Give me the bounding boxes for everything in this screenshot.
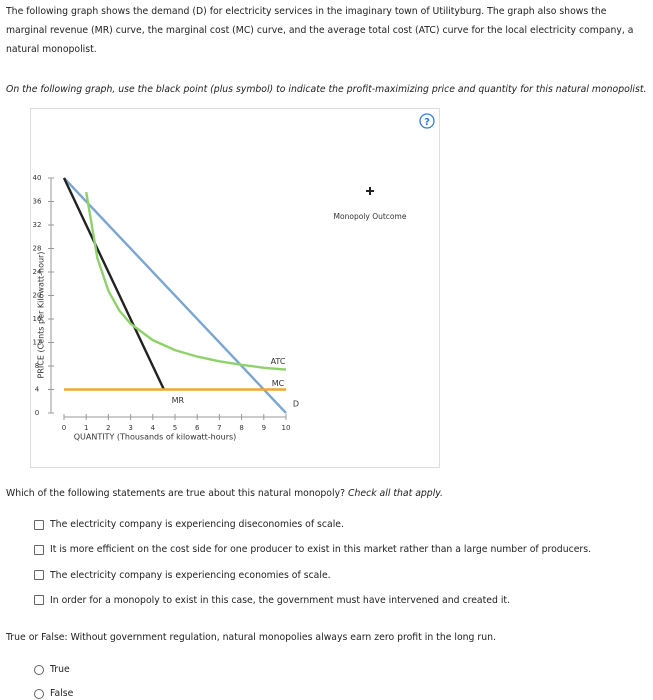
checkbox[interactable] [34,570,44,581]
y-tick-label: 0 [35,409,39,417]
chart: ? PRICE (Cents per Kilowatt-hour) QUANTI… [33,113,435,442]
curve-label: D [293,400,299,409]
help-icon[interactable] [419,113,435,129]
x-tick-label: 7 [217,424,221,432]
y-tick-label: 8 [35,362,39,370]
curve-1 [62,177,165,391]
x-tick-label: 1 [84,424,88,432]
y-tick-label: 28 [33,245,42,253]
option[interactable]: True [34,664,70,675]
option-text: The electricity company is experiencing … [50,519,344,530]
radio[interactable] [34,688,44,699]
y-tick-label: 24 [33,268,42,276]
checkbox[interactable] [34,595,44,606]
y-tick-label: 16 [33,315,42,323]
question2-prompt: True or False: Without government regula… [6,632,496,643]
x-tick-label: 0 [62,424,66,432]
y-tick-label: 36 [33,198,42,206]
curve-2 [85,191,287,371]
curve-label: ATC [271,357,286,366]
x-tick-label: 4 [151,424,156,432]
question1-text: Which of the following statements are tr… [6,488,346,499]
curve-0 [63,177,287,414]
checkbox[interactable] [34,519,44,530]
y-tick-label: 40 [33,174,42,182]
instruction: On the following graph, use the black po… [6,84,647,95]
y-axis-label: PRICE (Cents per Kilowatt-hour) [37,252,46,379]
option-text: It is more efficient on the cost side fo… [50,544,592,556]
legend-label: Monopoly Outcome [334,212,407,221]
intro: The following graph shows the demand (D)… [6,6,634,55]
option[interactable]: It is more efficient on the cost side fo… [34,544,591,555]
question1-prompt: Which of the following statements are tr… [6,484,648,503]
option-text: False [50,688,74,699]
x-tick-label: 5 [173,424,177,432]
x-tick-label: 6 [195,424,200,432]
x-tick-label: 10 [282,424,291,432]
option[interactable]: The electricity company is experiencing … [34,570,331,581]
checkbox[interactable] [34,544,44,555]
curve-label: MC [272,379,285,388]
option[interactable]: The electricity company is experiencing … [34,519,344,530]
x-tick-label: 8 [239,424,243,432]
y-tick-label: 32 [33,221,42,229]
curve-label: MR [172,396,185,405]
chart-box: ? PRICE (Cents per Kilowatt-hour) QUANTI… [30,108,440,468]
option-text: True [50,664,70,675]
option-text: The electricity company is experiencing … [50,569,331,581]
y-tick-label: 12 [33,339,42,347]
option-text: In order for a monopoly to exist in this… [50,594,511,606]
x-tick-label: 2 [106,424,110,432]
legend-plus[interactable] [366,187,374,195]
x-axis-label: QUANTITY (Thousands of kilowatt-hours) [74,433,237,442]
radio[interactable] [34,664,44,675]
x-tick-label: 9 [262,424,266,432]
option[interactable]: False [34,688,73,699]
y-tick-label: 20 [33,292,42,300]
y-tick-label: 4 [35,386,40,394]
question1-hint: Check all that apply. [347,488,444,499]
option[interactable]: In order for a monopoly to exist in this… [34,595,510,606]
help-mark[interactable]: ? [424,117,430,128]
x-tick-label: 3 [128,424,132,432]
